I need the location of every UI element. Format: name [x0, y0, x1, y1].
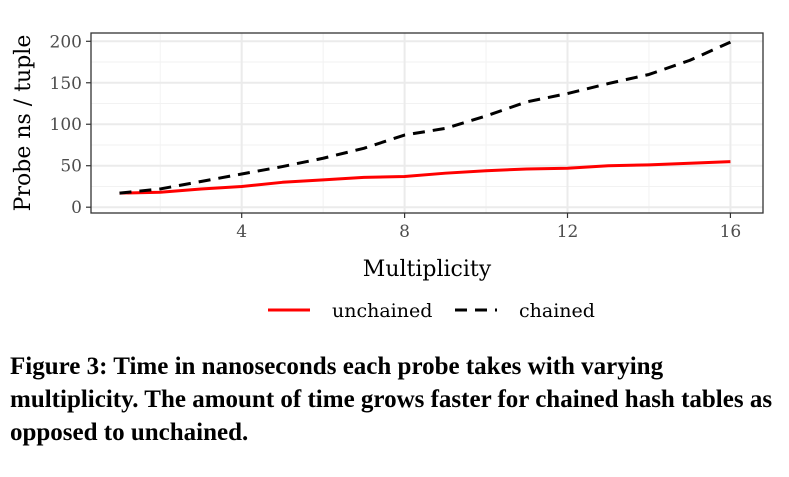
axis-ticks — [86, 40, 732, 218]
y-tick-label: 200 — [50, 32, 82, 52]
line-chart: 0 50 100 150 200 4 8 12 16 Multiplicity Probe ns… — [11, 32, 764, 322]
figure-caption: Figure 3: Time in nanoseconds each probe… — [10, 353, 773, 446]
plot-border — [90, 32, 764, 214]
minor-gridlines — [91, 33, 763, 213]
series-line-chained — [119, 40, 732, 195]
y-tick-label: 150 — [50, 74, 82, 94]
y-tick-label: 50 — [60, 157, 82, 177]
y-tick-label: 0 — [71, 198, 82, 218]
x-tick-label: 12 — [557, 222, 579, 242]
y-axis-title: Probe ns / tuple — [11, 35, 36, 212]
y-tick-label: 100 — [50, 115, 82, 135]
plot-panel — [91, 33, 763, 213]
legend: unchained chained — [268, 300, 595, 322]
legend-label-unchained: unchained — [332, 300, 432, 322]
x-tick-label: 8 — [399, 222, 410, 242]
tick-labels: 0 50 100 150 200 4 8 12 16 — [50, 32, 742, 242]
legend-label-chained: chained — [519, 300, 595, 322]
x-tick-label: 16 — [720, 222, 742, 242]
series-line-unchained — [119, 160, 731, 195]
x-tick-label: 4 — [236, 222, 247, 242]
x-axis-title: Multiplicity — [363, 257, 492, 282]
series-layer — [119, 40, 732, 195]
